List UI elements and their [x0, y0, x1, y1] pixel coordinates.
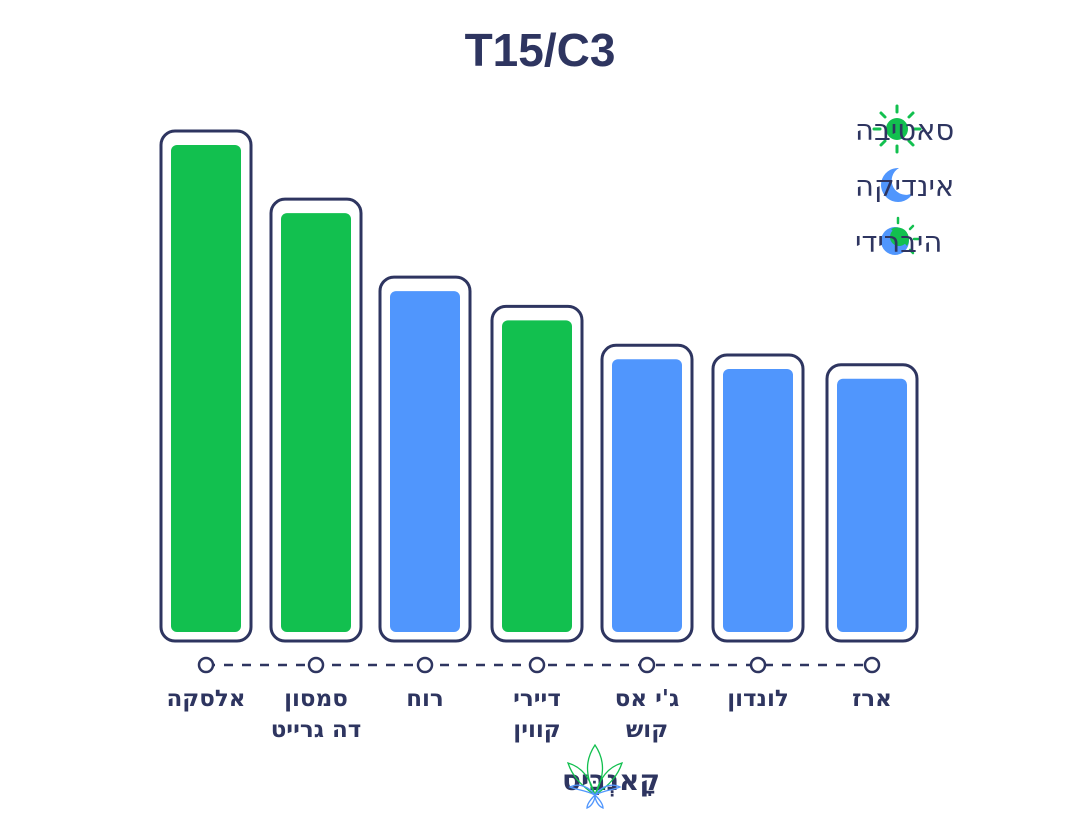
x-tick-label: דיירי: [513, 686, 561, 712]
axis-tick-marker: [863, 656, 881, 674]
axis-tick-marker: [307, 656, 325, 674]
bar-indica: [390, 291, 460, 632]
x-tick-label: ג'י אס: [615, 686, 679, 712]
bar-sativa: [281, 213, 351, 632]
cannabis-leaf-icon: [566, 743, 624, 809]
x-tick-label: דה גרייט: [271, 717, 362, 743]
bar-sativa: [502, 320, 572, 632]
axis-tick-marker: [638, 656, 656, 674]
sun-icon: [872, 104, 922, 154]
x-tick-label: ארז: [852, 686, 892, 712]
logo: קָאנְבִּיס: [562, 743, 660, 809]
half-sun-moon-icon: [881, 216, 921, 255]
x-tick-label: אלסקה: [166, 686, 245, 712]
x-tick-label: סמסון: [284, 686, 348, 712]
legend-label-sativa: סאטיבה: [855, 113, 954, 147]
bar-indica: [612, 359, 682, 632]
axis-tick-marker: [416, 656, 434, 674]
chart-title: T15/C3: [465, 24, 616, 76]
legend-label-indica: אינדיקה: [855, 169, 954, 203]
x-tick-label: לונדון: [727, 686, 789, 712]
bar-indica: [837, 378, 907, 632]
axis-tick-marker: [528, 656, 546, 674]
legend-label-hybrid: היברידי: [855, 225, 942, 259]
axis-tick-marker: [197, 656, 215, 674]
x-tick-label: רוח: [406, 686, 444, 712]
moon-icon: [881, 167, 913, 202]
bar-sativa: [171, 145, 241, 632]
axis-tick-marker: [749, 656, 767, 674]
legend: סאטיבה אינדיקה היברידי: [855, 104, 954, 259]
x-tick-label: קווין: [513, 717, 560, 743]
x-tick-label: קוש: [626, 717, 668, 743]
bar-indica: [723, 369, 793, 632]
